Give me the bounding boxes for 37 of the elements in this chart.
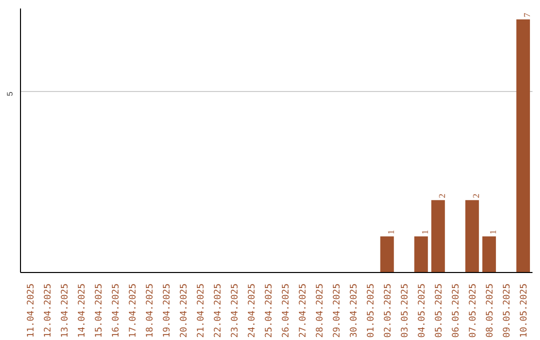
data-label: 2 (471, 194, 482, 198)
x-tick-label: 19.04.2025 (162, 283, 172, 338)
x-tick-label: 06.05.2025 (452, 283, 462, 338)
x-tick-label: 26.04.2025 (282, 283, 292, 338)
data-label: 7 (522, 12, 532, 18)
x-tick-label: 10.05.2025 (520, 283, 530, 338)
data-label: 1 (386, 230, 396, 234)
x-tick-label: 07.05.2025 (468, 283, 479, 338)
x-tick-label: 05.05.2025 (434, 283, 445, 338)
y-tick-label: 5 (6, 91, 14, 96)
x-tick-label: 01.05.2025 (366, 283, 377, 338)
x-tick-label: 11.04.2025 (26, 283, 36, 338)
x-tick-label: 24.04.2025 (247, 283, 258, 338)
x-tick-label: 15.04.2025 (94, 283, 104, 338)
data-label: 2 (437, 194, 448, 198)
x-tick-label: 25.04.2025 (264, 283, 274, 338)
x-tick-label: 22.04.2025 (213, 283, 224, 338)
x-tick-label: 29.04.2025 (332, 283, 343, 338)
x-tick-label: 03.05.2025 (400, 283, 411, 338)
x-tick-label: 23.04.2025 (230, 283, 240, 338)
x-tick-label: 08.05.2025 (486, 283, 496, 338)
data-label: 1 (488, 230, 498, 234)
x-tick-label: 27.04.2025 (298, 283, 309, 338)
x-tick-label: 12.04.2025 (43, 283, 54, 338)
x-tick-label: 17.04.2025 (128, 283, 138, 338)
x-tick-label: 20.04.2025 (179, 283, 190, 338)
x-tick-label: 02.05.2025 (384, 283, 394, 338)
x-tick-label: 04.05.2025 (418, 283, 428, 338)
data-label: 1 (420, 230, 430, 234)
x-tick-label: 30.04.2025 (350, 283, 360, 338)
x-tick-label: 21.04.2025 (196, 283, 206, 338)
x-tick-label: 16.04.2025 (111, 283, 122, 338)
x-tick-label: 14.04.2025 (77, 283, 88, 338)
x-tick-label: 13.04.2025 (60, 283, 70, 338)
x-tick-label: 18.04.2025 (145, 283, 156, 338)
x-tick-label: 09.05.2025 (502, 283, 513, 338)
x-tick-label: 28.04.2025 (316, 283, 326, 338)
